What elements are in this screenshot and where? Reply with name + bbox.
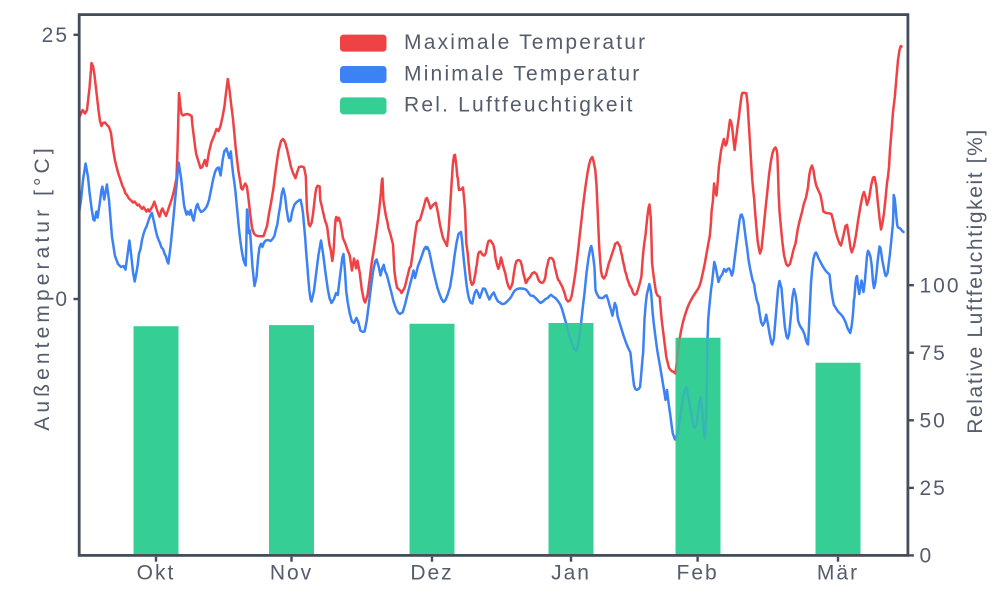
svg-text:Rel. Luftfeuchtigkeit: Rel. Luftfeuchtigkeit — [404, 94, 635, 117]
svg-text:Nov: Nov — [270, 562, 313, 585]
svg-text:Minimale Temperatur: Minimale Temperatur — [404, 62, 642, 85]
svg-text:Außentemperatur [°C]: Außentemperatur [°C] — [31, 144, 54, 430]
svg-text:0: 0 — [920, 545, 934, 568]
svg-text:Feb: Feb — [677, 562, 719, 585]
svg-text:Dez: Dez — [410, 562, 453, 585]
svg-text:Mär: Mär — [817, 562, 859, 585]
svg-text:25: 25 — [42, 24, 69, 47]
svg-text:25: 25 — [920, 477, 947, 500]
svg-text:0: 0 — [55, 288, 69, 311]
svg-text:Jan: Jan — [551, 562, 591, 585]
svg-text:50: 50 — [920, 410, 947, 433]
svg-text:100: 100 — [920, 274, 961, 297]
svg-text:Maximale Temperatur: Maximale Temperatur — [404, 31, 647, 54]
svg-text:Okt: Okt — [137, 562, 176, 585]
svg-text:75: 75 — [920, 342, 947, 365]
svg-text:Relative Luftfeuchtigkeit [%]: Relative Luftfeuchtigkeit [%] — [964, 128, 987, 434]
